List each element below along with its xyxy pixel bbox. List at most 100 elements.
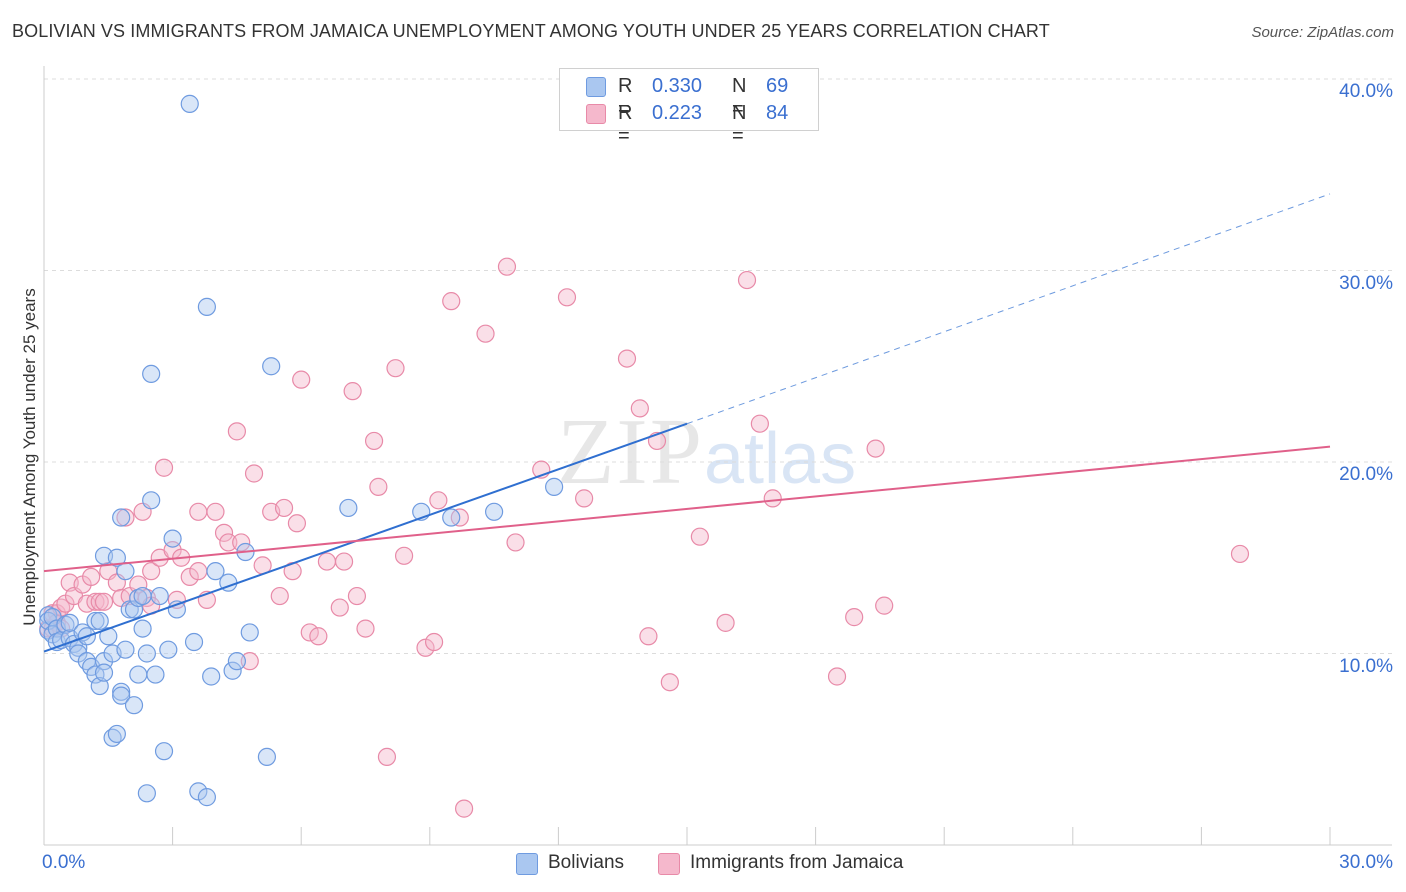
jamaica-point <box>716 613 735 632</box>
bolivians-point <box>339 498 358 518</box>
r-label: R = <box>618 102 633 147</box>
bolivians-point <box>133 586 152 606</box>
bolivians-point <box>133 619 152 638</box>
jamaica-point <box>442 292 461 311</box>
jamaica-point <box>317 552 337 571</box>
bolivians-point <box>442 508 461 527</box>
jamaica-point <box>219 533 238 552</box>
jamaica-point <box>287 514 307 533</box>
bolivians-point <box>116 640 135 659</box>
jamaica-trend-line <box>43 445 1331 573</box>
jamaica-point <box>386 359 405 378</box>
y-tick-label: 30.0% <box>1339 272 1393 294</box>
bolivians-point <box>150 586 169 606</box>
bolivians-point <box>137 644 156 663</box>
jamaica-point <box>343 382 362 401</box>
jamaica-point <box>845 608 864 627</box>
jamaica-point <box>309 627 328 646</box>
chart-source: Source: ZipAtlas.com <box>1251 24 1394 41</box>
jamaica-point <box>557 288 577 307</box>
bolivians-point <box>129 665 148 684</box>
y-axis-label: Unemployment Among Youth under 25 years <box>20 288 39 626</box>
jamaica-point <box>630 399 649 418</box>
bolivians-point <box>240 623 259 642</box>
n-label: N = <box>732 75 747 120</box>
bolivians-point <box>262 357 281 376</box>
jamaica-swatch <box>586 104 606 124</box>
bolivians-swatch <box>586 77 606 97</box>
grid-lines <box>44 78 1392 654</box>
bolivians-point <box>202 667 221 686</box>
jamaica-point <box>116 508 135 527</box>
bolivians-point <box>94 663 114 682</box>
jamaica-point <box>429 491 448 510</box>
jamaica-point <box>90 592 109 611</box>
jamaica-point <box>866 439 885 458</box>
jamaica-point <box>274 498 294 518</box>
correlation-legend: R = 0.330 N = 69 R = 0.223 N = 84 <box>559 68 819 147</box>
jamaica-point <box>227 422 246 441</box>
y-tick-label: 40.0% <box>1339 81 1393 102</box>
watermark-atlas: atlas <box>704 419 857 499</box>
jamaica-point <box>356 619 375 638</box>
bolivians-point <box>227 652 246 671</box>
bolivians-point <box>60 613 79 632</box>
bolivians-point <box>116 562 135 581</box>
n-value: 84 <box>766 102 789 124</box>
bolivians-point <box>124 696 144 715</box>
jamaica-point <box>334 552 354 571</box>
bolivians-point <box>90 611 109 631</box>
bolivians-point <box>146 665 165 684</box>
y-tick-label: 20.0% <box>1339 464 1393 485</box>
jamaica-point <box>377 747 397 767</box>
jamaica-point <box>189 562 208 581</box>
bolivians-point <box>180 94 199 113</box>
jamaica-point <box>827 667 847 686</box>
bolivians-point <box>142 491 161 510</box>
jamaica-point <box>94 592 114 611</box>
jamaica-point <box>300 623 319 642</box>
bolivians-trend-line <box>43 422 688 653</box>
bolivians-trend-extension <box>686 193 1331 425</box>
jamaica-point <box>154 458 174 477</box>
jamaica-point <box>690 527 709 546</box>
jamaica-point <box>142 562 161 581</box>
jamaica-point <box>1230 544 1250 564</box>
watermark-zip: ZIP <box>557 400 704 504</box>
bolivians-point <box>124 600 144 619</box>
x-tick-label-max: 30.0% <box>1339 852 1393 873</box>
bolivians-point <box>107 724 126 744</box>
jamaica-point <box>240 652 259 671</box>
jamaica-point <box>660 673 679 692</box>
bolivians-point <box>142 364 161 384</box>
bolivians-point <box>223 661 242 680</box>
bolivians-point <box>184 632 204 652</box>
jamaica-point <box>617 349 637 368</box>
bolivians-point <box>86 611 105 631</box>
jamaica-point <box>454 799 474 818</box>
r-value: 0.330 <box>652 75 703 97</box>
jamaica-point <box>232 533 251 552</box>
jamaica-point <box>82 567 101 587</box>
jamaica-point <box>476 324 495 343</box>
trend-lines <box>43 193 1331 653</box>
bolivians-point <box>159 640 178 659</box>
jamaica-point <box>330 598 349 617</box>
jamaica-point <box>394 546 414 565</box>
bolivians-point <box>90 676 109 696</box>
jamaica-point <box>347 586 367 606</box>
jamaica-point <box>214 523 234 542</box>
y-tick-label: 10.0% <box>1339 655 1393 677</box>
jamaica-point <box>737 270 757 290</box>
bolivians-point <box>485 502 504 521</box>
chart-title: BOLIVIAN VS IMMIGRANTS FROM JAMAICA UNEM… <box>12 21 1050 41</box>
jamaica-point <box>497 257 517 276</box>
jamaica-point <box>364 431 384 451</box>
bolivians-point <box>154 742 174 761</box>
bolivians-swatch <box>516 853 538 875</box>
jamaica-point <box>506 533 525 552</box>
jamaica-point <box>763 489 782 508</box>
bolivians-point <box>197 788 216 807</box>
jamaica-point <box>244 464 264 483</box>
